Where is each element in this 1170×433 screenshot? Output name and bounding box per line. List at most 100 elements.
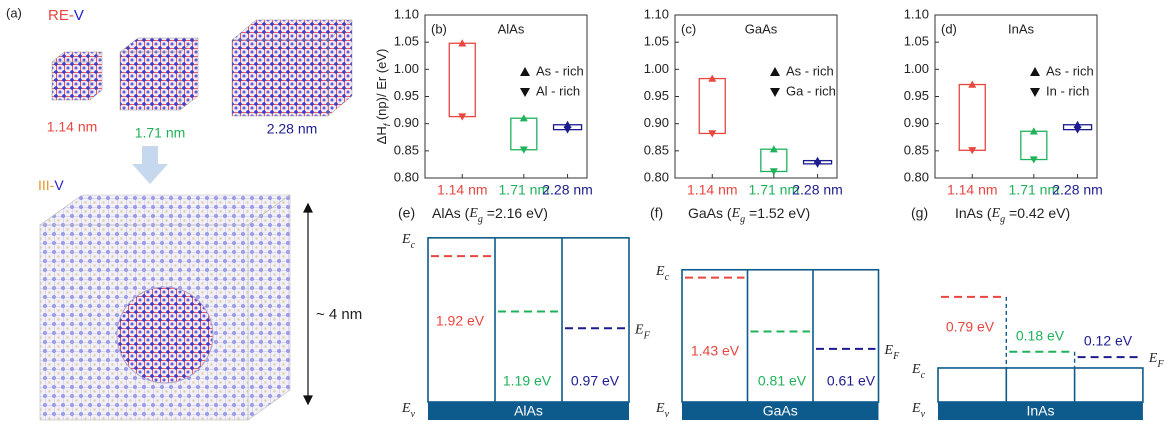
title-prefix: InAs ( [955,205,992,221]
eg-label: =1.52 eV) [745,205,810,221]
eg-symbol: E [991,206,1001,221]
band-diagram: (e) AlAs (Eg =2.16 eV) AlAs Ec Ev 1.92 eV 1.19… [398,205,651,420]
ec-label: Ec [911,362,926,381]
y-tick-label: 1.00 [394,61,419,76]
subscript: F [1156,359,1164,370]
down-arrow [132,146,168,184]
scale-arrow [304,204,312,404]
legend-label: As - rich [536,63,584,78]
x-tick-label: 2.28 nm [542,182,593,198]
chart: 0.800.850.900.951.001.051.10ΔHf (np)/ Er… [374,6,592,197]
x-tick-label: 1.14 nm [947,182,998,198]
iii-v-label: III-V [38,177,64,193]
y-tick-label: 0.85 [394,142,419,157]
range-box [699,79,725,134]
level-label: 0.18 eV [1016,328,1065,344]
chart-title: InAs [1008,21,1035,36]
panel-label: (b) [431,21,447,36]
y-tick-label: 1.05 [394,34,419,49]
y-tick-label: 1.10 [904,6,929,21]
big-cube [40,195,290,420]
symbol: E [401,232,411,247]
cluster-large [232,20,352,116]
subscript: c [665,272,670,283]
diagram-title: AlAs (Eg =2.16 eV) [432,205,548,225]
y-tick-label: 0.95 [394,88,419,103]
ef-label: EF [634,322,651,341]
legend-marker [1030,67,1040,76]
diagram-title: GaAs (Eg =1.52 eV) [688,205,810,225]
panel-label: (e) [398,205,415,221]
eg-label: =0.42 eV) [1005,205,1070,221]
ef-label: EF [884,343,901,362]
range-box [959,85,985,151]
level-label: 1.19 eV [503,373,552,389]
range-box [761,149,787,171]
ev-label: Ev [401,401,416,420]
scale-label: ~ 4 nm [316,306,362,323]
y-axis-label: ΔHf (np)/ Er (eV) [374,49,392,145]
y-tick-label: 1.05 [904,34,929,49]
level-label: 0.61 eV [827,373,876,389]
level-label: 0.81 eV [758,373,807,389]
eg-symbol: E [731,206,741,221]
legend-marker [770,67,780,76]
ev-label: Ev [655,401,670,420]
ylabel-main: ΔH [374,126,389,144]
chart-title: AlAs [498,21,525,36]
material-label: AlAs [514,403,543,419]
level-label: 1.43 eV [691,343,740,359]
eg-label: =2.16 eV) [483,205,548,221]
symbol: E [655,264,665,279]
band-gap-box [938,368,1143,402]
symbol: E [634,322,644,337]
symbol: E [1148,351,1158,366]
subscript: F [892,351,900,362]
symbol: E [401,401,411,416]
panel-label: (d) [941,21,957,36]
y-tick-label: 0.95 [904,88,929,103]
diagram-title: InAs (Eg =0.42 eV) [955,205,1070,225]
panel-label: (a) [6,5,22,20]
ylabel-rest: (np)/ Er (eV) [374,49,389,124]
symbol: E [884,343,894,358]
symbol: E [911,362,921,377]
title-prefix: AlAs ( [432,205,470,221]
x-tick-label: 2.28 nm [792,182,843,198]
y-tick-label: 0.80 [904,169,929,184]
level-label: 0.12 eV [1084,333,1133,349]
legend-label: In - rich [1046,83,1089,98]
legend-marker [520,88,530,97]
eg-symbol: E [468,206,478,221]
y-tick-label: 1.00 [904,61,929,76]
chart-title: GaAs [745,21,778,36]
cluster-small [52,52,102,100]
legend-label: Ga - rich [786,83,836,98]
panel-a: (a) RE-V 1.14 nm 1.71 nm 2.28 nm III-V [6,5,362,420]
y-tick-label: 0.90 [904,115,929,130]
panel-label: (f) [650,205,663,221]
subscript: v [921,409,926,420]
panel-label: (g) [911,205,928,221]
level-label: 0.97 eV [571,373,620,389]
legend-label: As - rich [786,63,834,78]
symbol: E [911,401,921,416]
range-box [511,118,537,150]
symbol: E [655,401,665,416]
subscript: c [411,240,416,251]
size-label: 1.14 nm [47,119,98,135]
range-box [1021,131,1047,159]
subscript: F [643,330,651,341]
size-label: 1.71 nm [135,125,186,141]
subscript: v [665,409,670,420]
title-prefix: GaAs ( [688,205,732,221]
y-tick-label: 0.95 [644,88,669,103]
level-label: 1.92 eV [436,313,485,329]
legend-marker [770,88,780,97]
subscript: c [921,370,926,381]
legend-marker [1030,88,1040,97]
y-tick-label: 0.90 [644,115,669,130]
